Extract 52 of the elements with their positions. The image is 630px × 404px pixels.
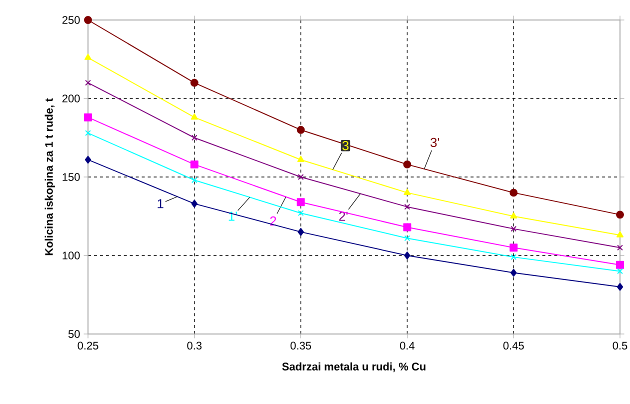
- y-tick-label: 200: [62, 94, 80, 102]
- point: [617, 244, 623, 251]
- x-tick-label: 0.5: [612, 342, 628, 350]
- point: [616, 210, 624, 219]
- point: [190, 113, 198, 120]
- y-tick-label: 150: [62, 173, 80, 181]
- point: [297, 156, 304, 162]
- point: [510, 188, 518, 197]
- point: [296, 126, 305, 134]
- y-tick-label: 50: [68, 330, 80, 338]
- point: [298, 210, 304, 216]
- point: [191, 200, 198, 208]
- x-tick-label: 0.4: [400, 342, 415, 350]
- point: [85, 130, 91, 136]
- point: [616, 282, 624, 291]
- point: [190, 160, 198, 168]
- point: [510, 268, 517, 277]
- series-label: 1: [158, 199, 164, 208]
- x-tick-label: 0.35: [290, 342, 312, 350]
- x-axis-title: Sadrzai metala u rudi, % Cu: [282, 362, 426, 372]
- point: [404, 188, 411, 195]
- point: [191, 134, 198, 141]
- point: [85, 80, 91, 86]
- x-tick-label: 0.25: [78, 342, 98, 350]
- point: [298, 228, 304, 236]
- series-label: 3': [430, 138, 440, 148]
- point: [510, 226, 517, 232]
- point: [84, 16, 92, 24]
- point: [403, 223, 412, 232]
- point: [84, 113, 92, 122]
- y-tick-label: 100: [62, 252, 80, 260]
- point: [191, 177, 198, 184]
- point: [616, 231, 624, 238]
- point: [84, 156, 92, 164]
- point: [84, 54, 92, 60]
- point: [616, 260, 624, 269]
- point: [510, 212, 518, 218]
- point: [404, 235, 410, 242]
- point: [296, 198, 305, 206]
- point: [190, 78, 198, 87]
- point: [510, 244, 518, 252]
- point: [403, 160, 412, 168]
- point: [298, 174, 304, 180]
- x-tick-label: 0.45: [503, 342, 524, 350]
- point: [617, 268, 623, 274]
- y-tick-label: 250: [62, 16, 80, 24]
- x-tick-label: 0.3: [187, 342, 202, 350]
- series-label: 3: [342, 140, 349, 150]
- point: [404, 204, 410, 210]
- point: [404, 252, 410, 260]
- point: [510, 254, 517, 260]
- y-axis-title: Kolicina iskopina za 1 t rude, t: [44, 98, 56, 256]
